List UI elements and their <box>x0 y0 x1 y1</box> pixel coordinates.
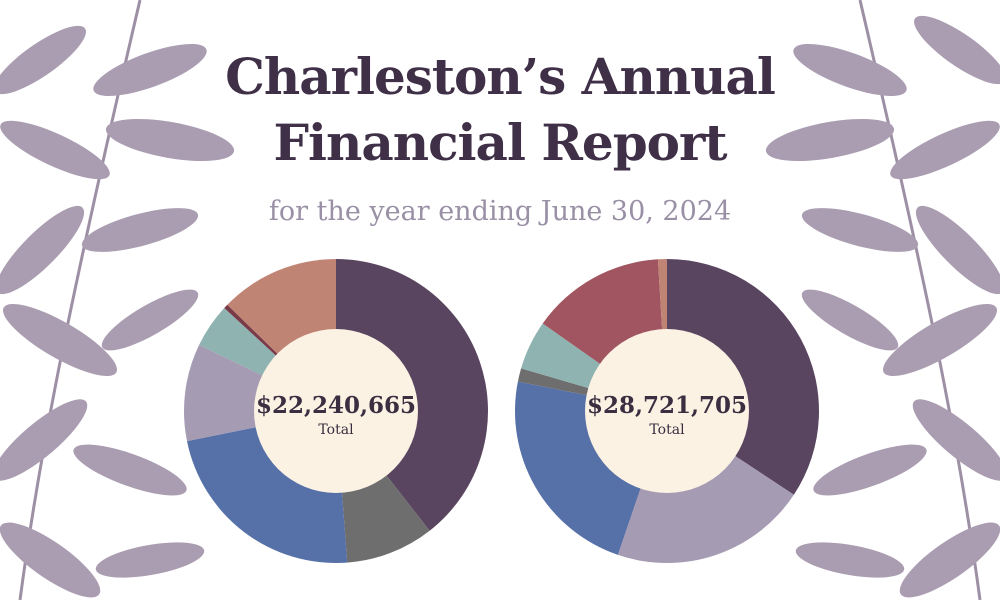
donut-1-center <box>254 329 418 493</box>
donut-2-total-value: $28,721,705 <box>587 392 747 419</box>
page-title: Charleston’s Annual Financial Report <box>0 44 1000 176</box>
title-line-2: Financial Report <box>273 113 728 172</box>
leaf-decoration-right <box>765 0 1000 600</box>
donut-chart-2: $28,721,705 Total <box>515 259 820 563</box>
leaf-decoration-left <box>0 0 235 600</box>
donut-chart-1: $22,240,665 Total <box>184 259 489 563</box>
donut-1-total-value: $22,240,665 <box>256 392 416 419</box>
donut-2-center <box>585 329 749 493</box>
page-subtitle: for the year ending June 30, 2024 <box>268 196 732 227</box>
donut-2-total-label: Total <box>649 422 685 438</box>
donut-1-total-label: Total <box>318 422 354 438</box>
title-line-1: Charleston’s Annual <box>225 47 776 106</box>
